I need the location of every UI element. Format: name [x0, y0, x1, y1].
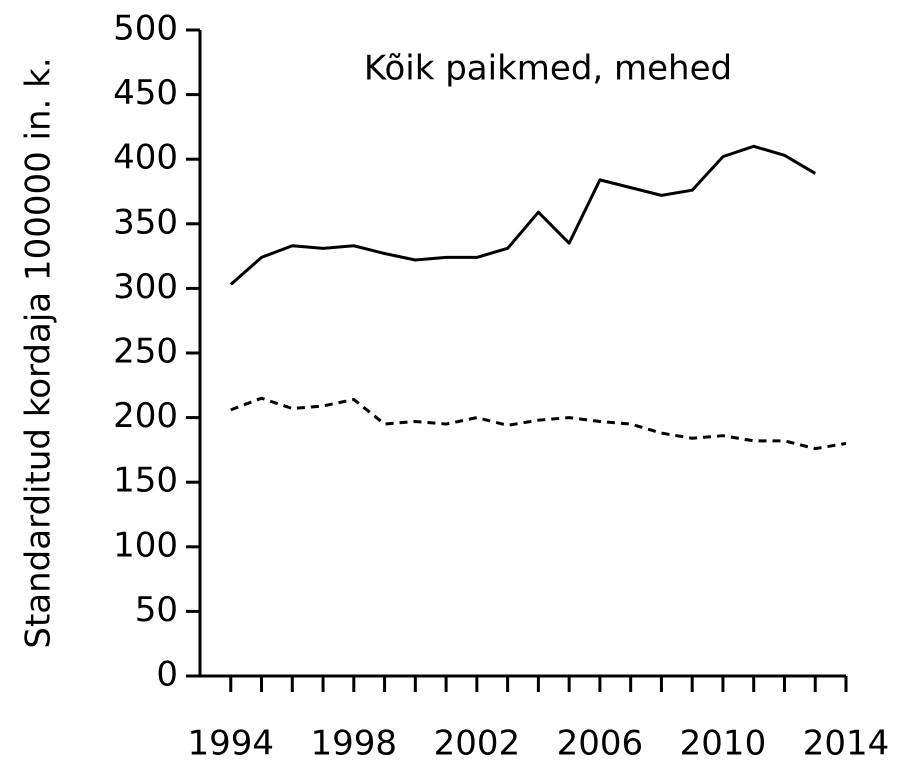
x-tick-label: 1994: [187, 724, 274, 764]
line-series: [230, 396, 847, 451]
chart-title: Kõik paikmed, mehed: [364, 49, 732, 89]
x-tick-label: 1998: [311, 724, 398, 764]
y-tick-label: 300: [113, 267, 178, 307]
y-tick-label: 100: [113, 525, 178, 565]
y-tick-label: 350: [113, 202, 178, 242]
x-tick-label: 2014: [803, 724, 890, 764]
x-tick-label: 2006: [557, 724, 644, 764]
x-tick-label: 2002: [434, 724, 521, 764]
x-tick-label: 2010: [680, 724, 767, 764]
line-series: [229, 144, 816, 286]
y-tick-label: 450: [113, 73, 178, 113]
y-tick-label: 50: [135, 590, 178, 630]
y-tick-label: 250: [113, 332, 178, 372]
y-axis-label: Standarditud kordaja 100000 in. k.: [19, 57, 59, 648]
y-tick-label: 200: [113, 396, 178, 436]
y-tick-label: 0: [156, 655, 178, 695]
y-tick-label: 150: [113, 461, 178, 501]
y-tick-label: 500: [113, 9, 178, 49]
y-tick-label: 400: [113, 138, 178, 178]
